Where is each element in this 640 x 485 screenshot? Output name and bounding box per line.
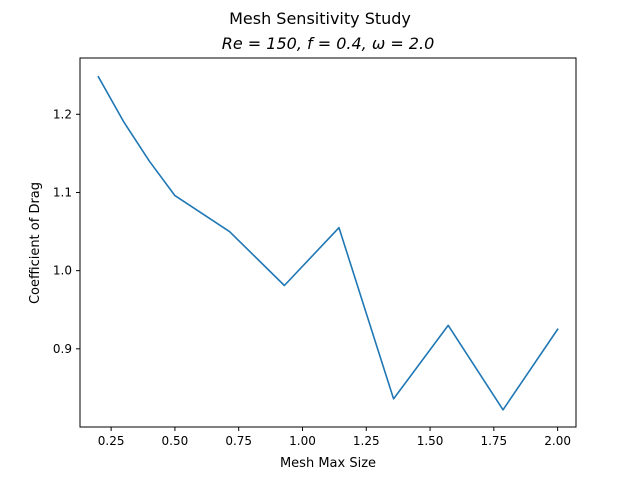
y-tick-label: 1.0 (53, 264, 72, 278)
x-tick-label: 1.25 (353, 434, 380, 448)
x-tick-label: 0.25 (98, 434, 125, 448)
y-tick-label: 0.9 (53, 342, 72, 356)
x-tick-label: 2.00 (544, 434, 571, 448)
x-tick-label: 0.50 (162, 434, 189, 448)
x-tick-label: 1.50 (417, 434, 444, 448)
axes-frame (79, 57, 577, 428)
chart-title: Mesh Sensitivity Study (229, 9, 411, 28)
x-tick-label: 0.75 (225, 434, 252, 448)
y-axis-label: Coefficient of Drag (28, 182, 43, 304)
series-line-0 (97, 75, 559, 411)
y-tick-label: 1.1 (53, 185, 72, 199)
x-tick-label: 1.75 (480, 434, 507, 448)
plot-area: 0.25 0.50 0.75 1.00 1.25 1.50 1.75 2.00 0.9 1.0 1.… (53, 57, 577, 448)
x-axis-label: Mesh Max Size (280, 456, 376, 471)
y-tick-label: 1.2 (53, 107, 72, 121)
chart-subtitle: Re = 150, f = 0.4, ω = 2.0 (222, 34, 435, 53)
x-tick-label: 1.00 (289, 434, 316, 448)
